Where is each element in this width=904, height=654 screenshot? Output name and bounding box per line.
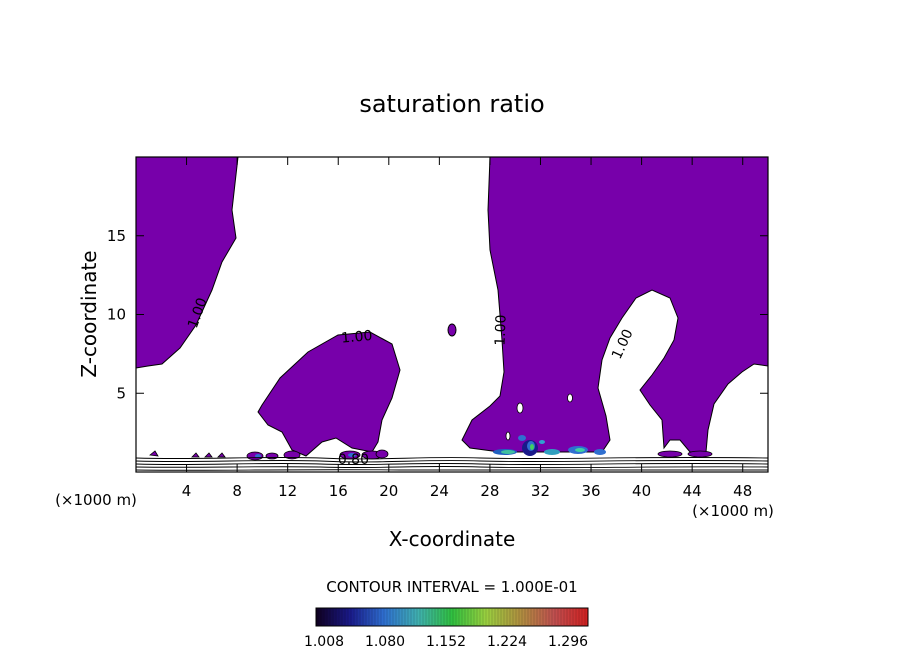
x-tick-label: 40: [632, 482, 651, 500]
y-tick-label: 15: [107, 227, 126, 245]
x-tick-label: 36: [581, 482, 600, 500]
x-tick-label: 4: [182, 482, 192, 500]
colorbar-gradient: [315, 607, 589, 627]
contour-label: 1.00: [341, 328, 373, 347]
y-axis: 5 10 15: [107, 227, 768, 402]
y-tick-label: 10: [107, 306, 126, 324]
high-saturation-patches: [255, 435, 606, 458]
contour-fill-region: [136, 157, 768, 471]
x-axis: 4 8 12 16 20 24 28 32 36 40 44 48: [182, 157, 752, 500]
colorbar-label: 1.008: [304, 634, 344, 650]
colorbar-label: 1.296: [548, 634, 588, 650]
supersat-region-middle: [257, 331, 401, 457]
y-tick-label: 5: [116, 384, 126, 402]
holes: [505, 393, 573, 441]
colorbar: [315, 607, 589, 627]
x-unit-left: (×1000 m): [55, 491, 137, 509]
x-tick-label: 12: [278, 482, 297, 500]
supersat-island: [447, 323, 457, 337]
surface-pockets: [149, 449, 713, 461]
contour-label: 0.80: [338, 452, 369, 468]
surface-contours: [136, 456, 768, 471]
x-tick-label: 44: [683, 482, 702, 500]
x-tick-label: 8: [232, 482, 242, 500]
x-unit-right: (×1000 m): [692, 502, 774, 520]
contour-label: 1.00: [493, 314, 510, 346]
x-tick-label: 32: [531, 482, 550, 500]
colorbar-label: 1.224: [487, 634, 527, 650]
x-tick-label: 28: [480, 482, 499, 500]
chart-title: saturation ratio: [359, 90, 544, 118]
x-tick-label: 16: [329, 482, 348, 500]
colorbar-label: 1.080: [365, 634, 405, 650]
colorbar-label: 1.152: [426, 634, 466, 650]
supersat-region-right: [461, 157, 768, 453]
x-tick-label: 48: [733, 482, 752, 500]
colorbar-labels: 1.008 1.080 1.152 1.224 1.296: [304, 634, 588, 650]
supersat-region-left: [136, 157, 239, 369]
y-axis-label: Z-coordinate: [77, 250, 101, 377]
x-tick-label: 24: [430, 482, 449, 500]
colorbar-stripes: [317, 609, 586, 625]
contour-interval-text: CONTOUR INTERVAL = 1.000E-01: [326, 578, 577, 596]
x-axis-label: X-coordinate: [389, 527, 516, 551]
x-tick-label: 20: [379, 482, 398, 500]
